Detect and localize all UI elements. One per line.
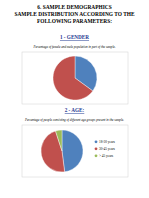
- legend-swatch: [95, 140, 98, 143]
- chart-frame: [22, 52, 128, 104]
- pie-slice: [56, 130, 62, 151]
- legend-label: 18-30 years: [99, 140, 116, 144]
- pie-slice: [53, 56, 93, 100]
- pie-slice: [62, 130, 83, 172]
- legend-label: 30-45 years: [99, 147, 116, 151]
- heading: SAMPLE DISTRIBUTION ACCORDING TO THE: [14, 11, 135, 17]
- legend-swatch: [95, 147, 98, 150]
- section-title: 1 - GENDER: [60, 34, 89, 40]
- page: 6. SAMPLE DEMOGRAPHICSSAMPLE DISTRIBUTIO…: [0, 0, 149, 198]
- heading: 6. SAMPLE DEMOGRAPHICS: [37, 4, 111, 10]
- chart-frame: [22, 125, 128, 177]
- legend-swatch: [95, 154, 98, 157]
- heading: FOLLOWING PARAMETERS:: [37, 18, 112, 24]
- section-title: 2 - AGE:: [65, 107, 85, 113]
- caption: Percentage of female and male population…: [32, 45, 115, 49]
- caption: Percentage of people consisting of diffe…: [24, 118, 124, 122]
- legend-label: > 45 years: [99, 154, 114, 158]
